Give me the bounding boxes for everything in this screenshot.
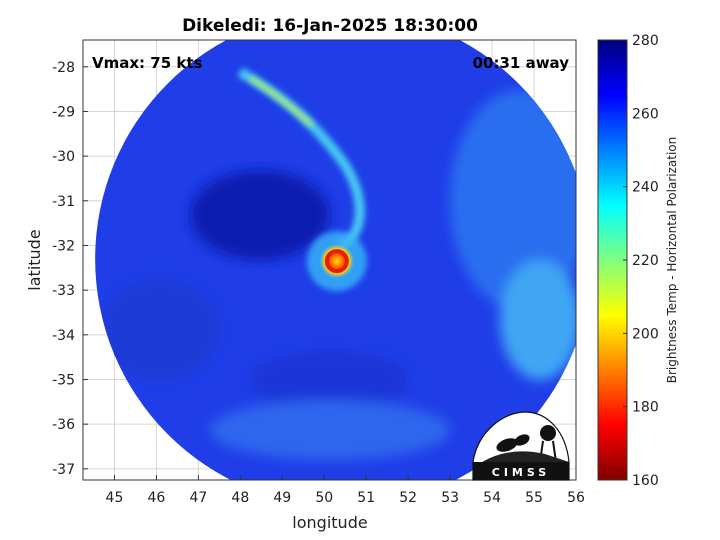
south-rain-region bbox=[210, 400, 450, 460]
y-axis-label: latitude bbox=[25, 229, 44, 290]
x-tick-label: 51 bbox=[357, 490, 375, 506]
x-tick-label: 56 bbox=[567, 490, 585, 506]
x-tick-label: 46 bbox=[148, 490, 166, 506]
x-axis-label: longitude bbox=[292, 513, 367, 532]
x-tick-label: 54 bbox=[483, 490, 501, 506]
colorbar-tick-label: 200 bbox=[632, 326, 659, 342]
x-tick-label: 49 bbox=[273, 490, 291, 506]
time-away-annotation: 00:31 away bbox=[473, 54, 570, 72]
east-warm-region bbox=[450, 90, 576, 310]
x-tick-label: 50 bbox=[315, 490, 333, 506]
y-tick-label: -30 bbox=[52, 149, 75, 165]
colorbar-gradient bbox=[597, 39, 628, 481]
plot-frame bbox=[82, 39, 577, 481]
y-tick-label: -32 bbox=[52, 238, 75, 254]
west-region bbox=[100, 280, 220, 380]
outer-band-south bbox=[250, 350, 410, 410]
colorbar-label: Brightness Temp - Horizontal Polarizatio… bbox=[665, 137, 679, 384]
colorbar-tick-label: 180 bbox=[632, 400, 659, 416]
colorbar-tick-label: 220 bbox=[632, 253, 659, 269]
colorbar-ticks: 280 260 240 220 200 180 160 bbox=[623, 33, 659, 489]
x-tick-label: 53 bbox=[441, 490, 459, 506]
y-axis-ticks: -28 -29 -30 -31 -32 -33 -34 -35 -36 -37 bbox=[52, 60, 88, 478]
dark-cloud-region bbox=[190, 170, 330, 260]
y-tick-label: -34 bbox=[52, 328, 75, 344]
chart-title: Dikeledi: 16-Jan-2025 18:30:00 bbox=[182, 16, 478, 36]
vmax-annotation: Vmax: 75 kts bbox=[92, 54, 202, 72]
colorbar-tick-label: 240 bbox=[632, 180, 659, 196]
rainband-highlight bbox=[248, 76, 314, 127]
colorbar-tick-label: 160 bbox=[632, 473, 659, 489]
x-tick-label: 47 bbox=[189, 490, 207, 506]
x-tick-label: 48 bbox=[231, 490, 249, 506]
y-tick-label: -37 bbox=[52, 462, 75, 478]
colorbar-tick-label: 260 bbox=[632, 106, 659, 122]
y-tick-label: -36 bbox=[52, 417, 75, 433]
x-tick-label: 45 bbox=[106, 490, 124, 506]
colorbar: 280 260 240 220 200 180 160 Brightness Temp - … bbox=[597, 33, 679, 489]
colorbar-tick-label: 280 bbox=[632, 33, 659, 49]
y-tick-label: -28 bbox=[52, 60, 75, 76]
east-cyan-region bbox=[500, 260, 576, 380]
y-tick-label: -29 bbox=[52, 104, 75, 120]
eyewall bbox=[306, 231, 367, 292]
y-tick-label: -33 bbox=[52, 283, 75, 299]
y-tick-label: -35 bbox=[52, 372, 75, 388]
x-axis-ticks: 45 46 47 48 49 50 51 52 53 54 55 56 bbox=[106, 475, 585, 506]
x-tick-label: 52 bbox=[399, 490, 417, 506]
cimss-logo: CIMSS bbox=[472, 411, 570, 481]
x-tick-label: 55 bbox=[525, 490, 543, 506]
cimss-logo-text: CIMSS bbox=[492, 466, 550, 479]
y-tick-label: -31 bbox=[52, 194, 75, 210]
